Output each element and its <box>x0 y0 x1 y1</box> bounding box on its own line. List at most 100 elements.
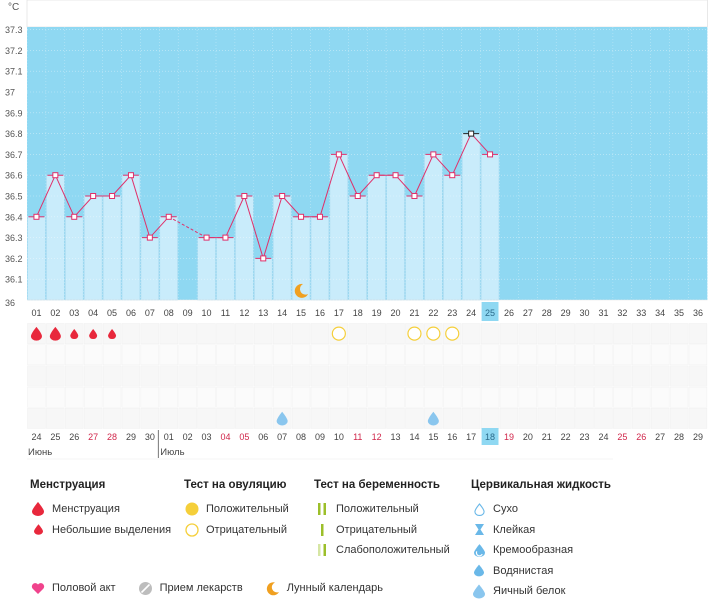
temperature-bar <box>310 216 330 301</box>
event-cell <box>650 365 670 387</box>
event-cell <box>348 408 367 429</box>
temperature-point <box>449 172 456 179</box>
y-tick-label: 36.8 <box>5 129 23 139</box>
month-label: Июль <box>160 447 184 458</box>
cycle-day-label: 03 <box>69 308 79 318</box>
cycle-day-label: 29 <box>561 308 571 318</box>
event-cell <box>235 365 254 387</box>
event-cell <box>46 344 65 366</box>
event-cell <box>480 344 500 366</box>
temperature-bar <box>367 174 386 301</box>
y-tick-label: 37 <box>5 88 15 98</box>
y-tick-label: 36.6 <box>5 171 23 181</box>
menstruation-drop <box>108 329 117 339</box>
temperature-point <box>373 172 380 179</box>
event-cell <box>140 386 160 408</box>
event-cell <box>575 344 594 366</box>
legend-label: Отрицательный <box>206 523 287 536</box>
temperature-segment <box>130 175 151 238</box>
temperature-point <box>392 172 399 179</box>
cycle-day-label: 28 <box>542 308 552 318</box>
event-cell <box>669 344 689 366</box>
light-drop-icon <box>30 522 46 538</box>
legend-bottom: Половой акт Прием лекарств Лунный календ… <box>30 580 405 596</box>
cycle-day-label: 13 <box>258 308 268 318</box>
event-cell <box>216 323 235 344</box>
event-cell <box>121 323 141 344</box>
event-cell <box>594 344 613 366</box>
event-cell <box>291 365 311 387</box>
y-tick-label: 37.1 <box>5 67 23 77</box>
temperature-bar <box>83 195 103 301</box>
legend-label: Кремообразная <box>493 544 574 557</box>
date-label: 20 <box>523 432 533 442</box>
event-cell <box>613 386 632 408</box>
event-cell <box>65 386 84 408</box>
event-cell <box>272 344 292 366</box>
event-cell <box>480 323 500 344</box>
event-cell <box>291 408 311 429</box>
event-cell <box>121 408 141 429</box>
event-cell <box>159 386 178 408</box>
event-cell <box>348 344 367 366</box>
event-cell <box>367 344 386 366</box>
event-cell <box>688 386 708 408</box>
event-cell <box>178 323 197 344</box>
date-label: 29 <box>126 432 136 442</box>
event-cell <box>310 323 330 344</box>
temperature-bar <box>272 195 292 301</box>
temperature-point <box>260 255 267 262</box>
event-cell <box>594 365 613 387</box>
cycle-day-label: 12 <box>239 308 249 318</box>
temperature-point <box>411 193 418 199</box>
temperature-point <box>316 213 323 220</box>
y-tick-label: 36 <box>5 298 15 308</box>
date-label: 19 <box>504 432 514 442</box>
event-cell <box>310 408 330 429</box>
creamy-drop-icon <box>471 542 487 558</box>
event-cell <box>405 365 424 387</box>
legend-label: Сухо <box>493 503 518 516</box>
date-label: 28 <box>674 432 684 442</box>
event-cell <box>140 344 160 366</box>
date-label: 03 <box>202 432 212 442</box>
cycle-day-label: 09 <box>183 308 193 318</box>
y-tick-label: 36.3 <box>5 233 23 243</box>
y-tick-label: 37.2 <box>5 46 23 56</box>
event-cell <box>537 344 556 366</box>
event-cell <box>688 344 708 366</box>
event-cell <box>518 386 538 408</box>
egg-white-drop <box>427 411 439 426</box>
temperature-segment <box>35 174 56 218</box>
temperature-point <box>335 151 342 158</box>
cycle-day-label: 06 <box>126 308 136 318</box>
temperature-segment <box>338 154 359 197</box>
event-cell <box>499 323 519 344</box>
date-label: 23 <box>580 432 590 442</box>
top-band <box>26 0 708 28</box>
event-rows <box>27 283 708 429</box>
legend-pregnancy: Тест на беременность Положительный Отриц… <box>314 479 450 561</box>
ovulation-test-negative <box>331 326 346 341</box>
event-cell <box>461 323 481 344</box>
temperature-segment <box>281 195 302 218</box>
event-cell <box>197 386 216 408</box>
event-cell <box>688 408 708 429</box>
event-cell <box>461 386 481 408</box>
event-cell <box>575 323 594 344</box>
legend-title: Цервикальная жидкость <box>471 479 611 491</box>
legend-item: Отрицательный <box>314 520 450 541</box>
event-cell <box>594 323 613 344</box>
event-cell <box>461 408 481 429</box>
temperature-bar <box>480 154 500 301</box>
event-cell <box>27 386 46 408</box>
cycle-day-label: 23 <box>447 308 457 318</box>
event-cell <box>575 365 594 387</box>
event-cell <box>613 408 632 429</box>
event-cell <box>216 386 235 408</box>
temperature-bar <box>442 174 462 301</box>
date-label: 18 <box>485 432 495 442</box>
cycle-day-label: 26 <box>504 308 514 318</box>
event-cell <box>235 344 254 366</box>
legend-title: Тест на овуляцию <box>184 479 287 491</box>
